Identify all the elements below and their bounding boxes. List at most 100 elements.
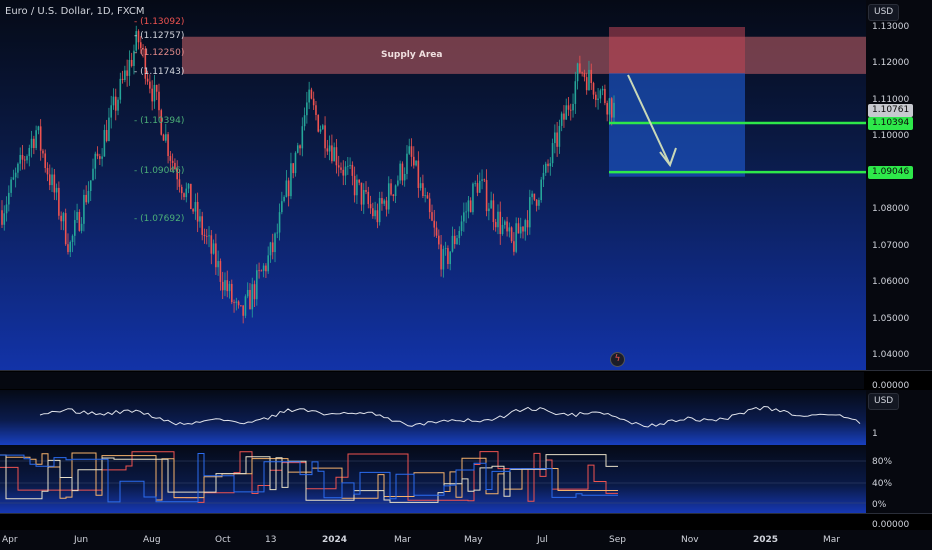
fib-level-label: - (1.09046) [134, 166, 185, 176]
oscillator-unit[interactable]: USD [868, 393, 900, 410]
candle-body [524, 220, 527, 232]
candle-body [326, 148, 329, 152]
percent-chart[interactable] [0, 445, 932, 513]
candle-body [265, 265, 267, 272]
projection-arrow[interactable] [627, 74, 671, 166]
time-axis[interactable]: Apr Jun Aug Oct 13 2024 Mar May Jul Sep Nov 2025 Mar [0, 530, 932, 550]
candle-body [108, 117, 110, 142]
currency-unit[interactable]: USD [868, 4, 900, 21]
candle-body [130, 59, 133, 66]
symbol-title[interactable]: Euro / U.S. Dollar, 1D, FXCM [5, 6, 145, 17]
candle-body [112, 96, 115, 106]
supply-zone[interactable] [182, 36, 866, 74]
candle-body [114, 96, 117, 111]
candle-body [381, 198, 383, 204]
price-chart[interactable] [0, 0, 932, 370]
candle-body [187, 183, 190, 189]
candle-body [167, 134, 169, 157]
candle-body [212, 243, 215, 254]
candle-body [374, 210, 376, 217]
candle-body [230, 283, 233, 303]
candle-body [590, 69, 593, 84]
candle-body [317, 114, 320, 132]
candle-body [342, 169, 345, 176]
candle-body [369, 204, 372, 209]
candle-body [610, 98, 613, 118]
candle-body [151, 88, 153, 102]
main-bottom-axis-label: 0.00000 [872, 381, 910, 391]
candle-body [476, 183, 479, 193]
candle-body [485, 180, 488, 212]
candle-body [335, 147, 338, 166]
candle-body [574, 81, 577, 104]
candle-body [12, 177, 15, 180]
candle-body [55, 187, 58, 193]
candle-body [174, 162, 176, 170]
candle-body [308, 89, 310, 103]
candle-body [522, 226, 524, 232]
candle-body [92, 168, 94, 181]
candle-body [540, 179, 542, 201]
candle-body [219, 261, 222, 282]
candle-body [17, 163, 19, 173]
candle-body [139, 42, 142, 49]
candle-body [110, 105, 113, 118]
candle-body [351, 164, 354, 176]
candle-body [124, 70, 126, 81]
candle-body [67, 244, 69, 253]
candle-body [397, 180, 399, 186]
candle-body [449, 251, 451, 265]
candle-body [205, 235, 208, 237]
candle-body [538, 200, 540, 206]
candle-body [594, 94, 597, 100]
candle-body [349, 164, 351, 166]
candle-body [324, 125, 326, 149]
candle-body [533, 193, 536, 200]
candle-body [135, 31, 138, 51]
candle-body [560, 113, 563, 126]
candle-body [53, 174, 56, 193]
time-axis-label: Aug [143, 535, 161, 545]
fib-level-label: - (1.12250) [134, 48, 185, 58]
candle-body [290, 163, 292, 197]
pct-axis-strip [866, 445, 932, 513]
oscillator-chart[interactable] [0, 390, 932, 445]
candle-body [274, 233, 276, 253]
candle-body [103, 129, 106, 157]
candle-body [294, 152, 297, 174]
lightning-icon[interactable]: ϟ [610, 352, 625, 367]
candle-body [340, 167, 342, 170]
pct-axis-0: 0% [872, 500, 887, 510]
oscillator-pane[interactable]: USD 1 [0, 390, 932, 445]
candle-body [321, 125, 324, 130]
candle-body [372, 208, 374, 217]
candle-body [353, 175, 356, 196]
price-pane[interactable]: Euro / U.S. Dollar, 1D, FXCM USD 1.13000… [0, 0, 932, 370]
candle-body [42, 150, 44, 154]
candle-body [153, 84, 156, 102]
candle-body [347, 165, 349, 167]
candle-body [513, 241, 515, 252]
candle-body [176, 169, 178, 180]
candle-body [319, 129, 322, 132]
candle-body [517, 223, 520, 234]
candle-body [119, 78, 122, 100]
candle-body [262, 265, 265, 271]
candle-body [576, 63, 579, 82]
percent-pane[interactable]: 80% 40% 0% [0, 445, 932, 513]
short-target-zone[interactable] [609, 73, 745, 177]
level-lower-tag: 1.09046 [868, 166, 914, 179]
candle-body [412, 156, 415, 166]
candle-body [253, 284, 256, 300]
short-stop-zone[interactable] [609, 27, 745, 74]
candle-body [451, 235, 454, 252]
candle-body [356, 179, 358, 196]
candle-body [203, 234, 206, 236]
price-axis-label: 1.11000 [872, 94, 910, 105]
candle-body [69, 241, 72, 253]
candle-body [58, 187, 60, 216]
candle-body [201, 216, 204, 235]
candle-body [453, 235, 456, 245]
candle-body [281, 201, 283, 213]
time-axis-label: 2025 [753, 535, 779, 545]
